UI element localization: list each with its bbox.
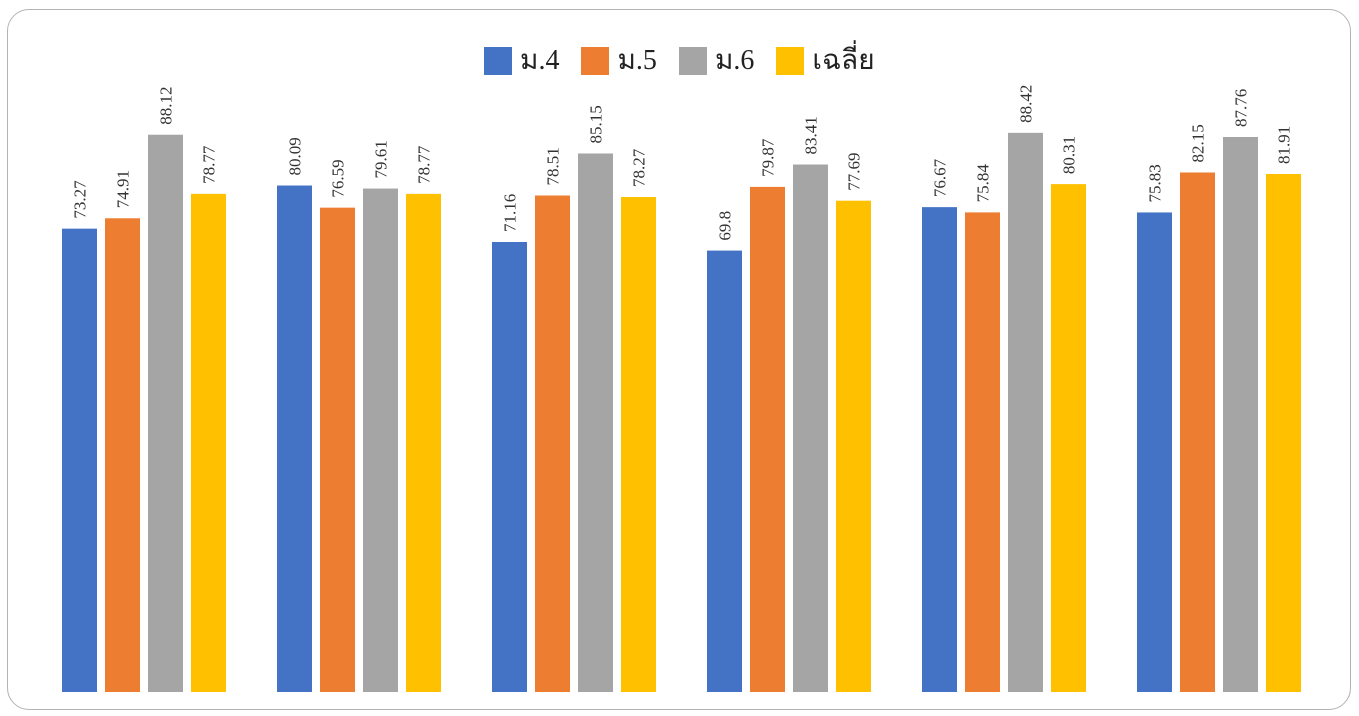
bar-group-6: 75.83 82.15 87.76 81.91	[1137, 89, 1301, 693]
data-label-s4-c3: 78.27	[630, 148, 649, 187]
bar-s4-c3	[621, 197, 656, 693]
data-label-s3-c6: 87.76	[1232, 89, 1251, 127]
data-label-s3-c4: 83.41	[802, 116, 821, 154]
bar-s1-c2	[277, 185, 312, 692]
bar-s4-c2	[406, 193, 441, 692]
bar-group-4: 69.8 79.87 83.41 77.69	[707, 116, 871, 693]
bar-s1-c6	[1137, 212, 1172, 692]
bar-s1-c3	[492, 241, 527, 692]
legend-item-m6: ม.6	[678, 45, 755, 76]
bar-s3-c2	[363, 188, 398, 692]
bar-s3-c4	[793, 164, 828, 693]
chart-frame	[7, 9, 1351, 710]
data-label-s1-c6: 75.83	[1146, 164, 1165, 202]
bar-s1-c1	[62, 228, 97, 693]
legend-item-m5: ม.5	[581, 45, 657, 76]
data-label-s2-c5: 75.84	[974, 164, 993, 203]
legend-swatch-average	[776, 47, 805, 75]
legend-swatch-m6	[678, 47, 707, 75]
data-label-s1-c3: 71.16	[501, 194, 520, 232]
legend-swatch-m5	[581, 47, 610, 75]
bar-s4-c5	[1051, 184, 1086, 692]
bar-s3-c5	[1008, 132, 1043, 693]
bar-s4-c1	[191, 193, 226, 692]
legend-label-m4: ม.4	[520, 45, 560, 76]
data-label-s2-c3: 78.51	[544, 147, 563, 185]
data-label-s2-c6: 82.15	[1189, 124, 1208, 162]
legend-swatch-m4	[484, 47, 512, 75]
bar-group-3: 71.16 78.51 85.15 78.27	[492, 105, 656, 693]
data-label-s3-c5: 88.42	[1017, 85, 1036, 123]
bar-group-5: 76.67 75.84 88.42 80.31	[922, 85, 1086, 693]
bar-s2-c4	[750, 186, 785, 693]
bar-s3-c1	[148, 134, 183, 692]
data-label-s3-c2: 79.61	[372, 140, 391, 178]
legend-item-m4: ม.4	[484, 47, 559, 75]
bar-s3-c3	[578, 153, 613, 692]
legend-item-average: เฉลี่ย	[776, 45, 875, 76]
data-label-s2-c1: 74.91	[114, 170, 133, 208]
bar-group-1: 73.27 74.91 88.12 78.77	[62, 86, 226, 693]
data-label-s4-c6: 81.91	[1275, 126, 1294, 164]
bar-group-2: 80.09 76.59 79.61 78.77	[277, 137, 441, 692]
bar-s1-c4	[707, 250, 742, 693]
bar-s2-c2	[320, 207, 355, 692]
data-label-s3-c3: 85.15	[587, 105, 606, 143]
data-label-s4-c1: 78.77	[200, 145, 219, 184]
data-label-s1-c4: 69.8	[716, 211, 735, 241]
bar-s2-c6	[1180, 172, 1215, 692]
data-label-s1-c5: 76.67	[931, 158, 950, 197]
data-label-s2-c2: 76.59	[329, 159, 348, 197]
legend-label-m6: ม.6	[714, 45, 755, 76]
bar-s2-c3	[535, 195, 570, 693]
bar-s4-c6	[1266, 174, 1301, 692]
data-label-s4-c4: 77.69	[845, 152, 864, 190]
bar-s4-c4	[836, 200, 871, 692]
data-label-s2-c4: 79.87	[759, 138, 778, 177]
data-label-s1-c1: 73.27	[71, 180, 90, 219]
bar-s1-c5	[922, 207, 957, 692]
legend-label-m5: ม.5	[617, 45, 657, 76]
chart-legend: ม.4 ม.5 ม.6 เฉลี่ย	[484, 44, 897, 78]
data-label-s4-c5: 80.31	[1060, 136, 1079, 174]
data-label-s4-c2: 78.77	[415, 145, 434, 184]
bar-s3-c6	[1223, 137, 1258, 693]
bar-s2-c5	[965, 212, 1000, 693]
legend-label-average: เฉลี่ย	[812, 45, 875, 76]
data-label-s3-c1: 88.12	[157, 86, 176, 124]
bar-s2-c1	[105, 218, 140, 692]
data-label-s1-c2: 80.09	[286, 137, 305, 175]
